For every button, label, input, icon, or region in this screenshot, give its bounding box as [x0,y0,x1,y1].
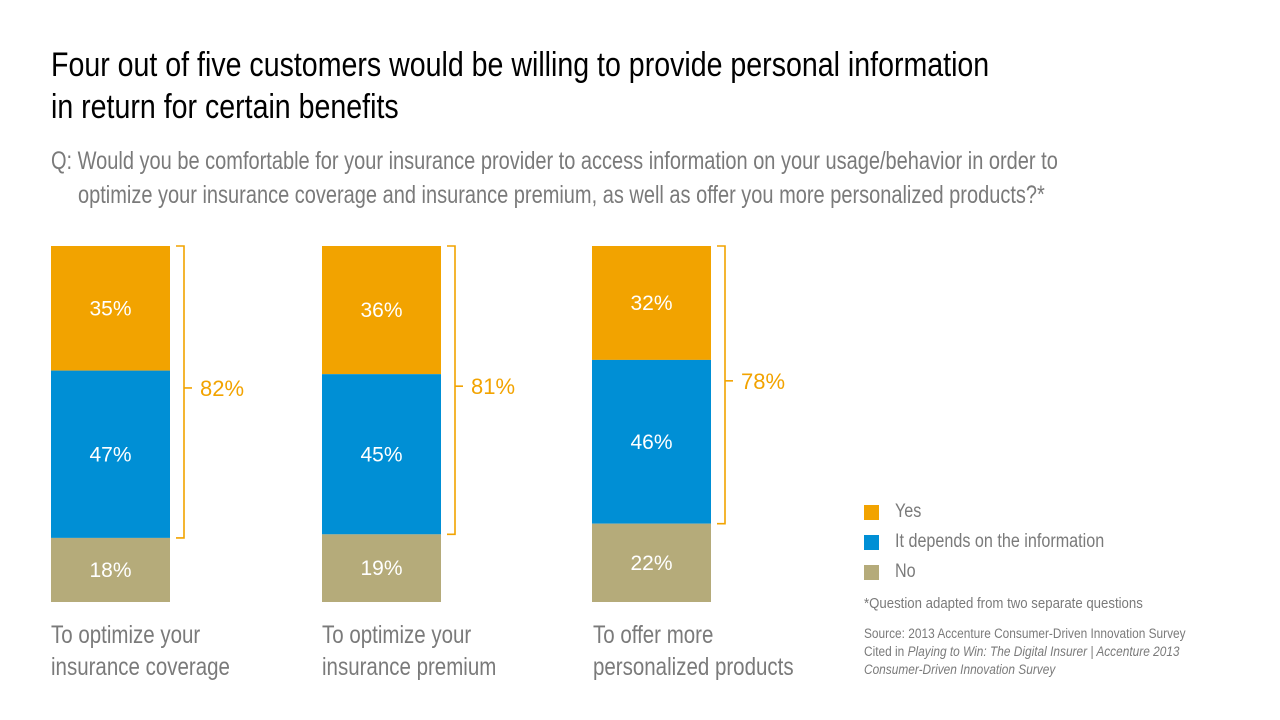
bracket-total-label: 82% [200,376,244,401]
source-line-1: Source: 2013 Accenture Consumer-Driven I… [864,626,1186,641]
category-label-line: insurance coverage [51,653,230,681]
source-citation: Source: 2013 Accenture Consumer-Driven I… [864,625,1229,679]
source-line-2-publication: Playing to Win: The Digital Insurer | Ac… [907,644,1180,659]
footnote: *Question adapted from two separate ques… [864,594,1181,614]
bar-segment-yes [592,246,711,360]
bar-segment-no [592,523,711,602]
legend-label: It depends on the information [895,531,1105,552]
legend-label: No [895,561,916,582]
category-label-coverage: To optimize your insurance coverage [51,619,269,683]
source-line-2-prefix: Cited in [864,644,908,659]
legend-swatch-yes [864,505,879,520]
source-line-3-publication: Consumer-Driven Innovation Survey [864,662,1056,677]
survey-question-line-2: optimize your insurance coverage and ins… [78,181,1045,209]
bar-group-products: 32% 46% 22% 78% [592,245,785,602]
legend-swatch-depends [864,535,879,550]
legend-label: Yes [895,501,922,522]
bar-value-label: 45% [360,443,402,466]
legend-swatch-no [864,565,879,580]
bar-segment-depends [322,374,441,535]
bar-segment-depends [51,370,170,538]
category-label-line: insurance premium [322,653,497,681]
bar-value-label: 36% [360,299,402,322]
bar-value-label: 32% [630,292,672,315]
bracket-yes-depends [447,245,456,536]
footnote-text: *Question adapted from two separate ques… [864,595,1143,612]
bar-segment-no [51,537,170,602]
category-label-products: To offer more personalized products [593,619,838,683]
bar-value-label: 35% [89,297,131,320]
bar-value-label: 22% [630,552,672,575]
chart-title-line-2: in return for certain benefits [51,88,399,126]
chart-title-line-1: Four out of five customers would be will… [51,46,990,84]
bar-group-coverage: 35% 47% 18% 82% [51,245,244,602]
bracket-yes-depends [176,245,185,539]
bar-segment-depends [592,359,711,524]
bracket-total-label: 78% [741,369,785,394]
survey-question: Q: Would you be comfortable for your ins… [51,144,1280,212]
bar-value-label: 46% [630,431,672,454]
bracket-total-label: 81% [471,374,515,399]
category-label-line: To optimize your [322,621,472,649]
bar-value-label: 19% [360,557,402,580]
survey-question-line-1: Q: Would you be comfortable for your ins… [51,147,1058,175]
category-label-line: personalized products [593,653,794,681]
category-label-line: To offer more [593,621,714,649]
chart-title: Four out of five customers would be will… [51,44,1168,128]
bracket-yes-depends [717,245,726,525]
bar-segment-yes [51,246,170,371]
bar-value-label: 47% [89,443,131,466]
category-label-premium: To optimize your insurance premium [322,619,535,683]
bar-segment-no [322,534,441,602]
category-label-line: To optimize your [51,621,201,649]
bar-group-premium: 36% 45% 19% 81% [322,245,515,602]
bar-segment-yes [322,246,441,375]
bar-value-label: 18% [89,559,131,582]
